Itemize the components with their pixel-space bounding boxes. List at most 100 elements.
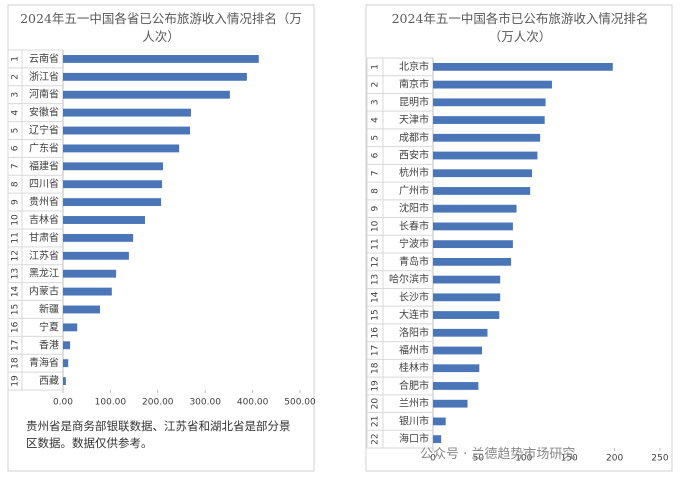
y-tick-label: 西藏 bbox=[39, 375, 59, 387]
bar bbox=[63, 359, 69, 368]
x-tick-label: 0.00 bbox=[53, 398, 73, 408]
rank-label: 8 bbox=[371, 188, 381, 194]
rank-label: 17 bbox=[11, 340, 21, 351]
rank-label: 4 bbox=[371, 117, 381, 123]
bar bbox=[63, 269, 117, 278]
rank-label: 1 bbox=[11, 56, 21, 62]
y-tick-label: 河南省 bbox=[29, 88, 59, 101]
bar bbox=[63, 377, 66, 385]
bar bbox=[63, 55, 259, 63]
y-tick-label: 北京市 bbox=[399, 60, 429, 73]
bar bbox=[433, 346, 483, 355]
bar bbox=[63, 341, 71, 350]
rank-label: 17 bbox=[371, 345, 381, 356]
x-tick-label: 300.00 bbox=[189, 398, 221, 408]
bar bbox=[433, 151, 538, 160]
rank-label: 11 bbox=[11, 232, 21, 243]
bar bbox=[433, 133, 541, 142]
bar bbox=[433, 275, 501, 284]
y-tick-label: 新疆 bbox=[39, 302, 59, 315]
bar bbox=[63, 216, 146, 224]
chart-title: 2024年五一中国各市已公布旅游收入情况排名（万人次） bbox=[391, 11, 649, 44]
chart-title: 2024年五一中国各省已公布旅游收入情况排名（万人次） bbox=[20, 11, 302, 44]
y-tick-label: 江苏省 bbox=[29, 249, 59, 262]
bar bbox=[433, 435, 442, 444]
rank-label: 10 bbox=[11, 214, 21, 226]
y-tick-label: 昆明市 bbox=[399, 95, 429, 108]
bar bbox=[433, 187, 531, 195]
bar bbox=[433, 62, 613, 71]
bar bbox=[433, 222, 513, 231]
rank-label: 14 bbox=[11, 286, 21, 298]
rank-label: 9 bbox=[11, 199, 21, 205]
rank-label: 5 bbox=[371, 135, 381, 141]
bar bbox=[63, 198, 162, 207]
x-tick-label: 100 bbox=[515, 454, 532, 464]
bar bbox=[63, 162, 164, 171]
rank-label: 18 bbox=[11, 357, 21, 369]
bar bbox=[63, 90, 230, 99]
rank-label: 6 bbox=[371, 152, 381, 158]
y-tick-label: 杭州市 bbox=[399, 166, 429, 179]
panel bbox=[365, 4, 673, 472]
rank-label: 3 bbox=[11, 92, 21, 98]
y-tick-label: 四川省 bbox=[29, 177, 59, 190]
rank-label: 16 bbox=[371, 327, 381, 339]
bar bbox=[63, 72, 247, 81]
y-tick-label: 云南省 bbox=[29, 52, 59, 65]
bar bbox=[433, 98, 546, 107]
bar bbox=[63, 233, 134, 242]
y-tick-label: 合肥市 bbox=[399, 379, 429, 392]
rank-label: 6 bbox=[11, 145, 21, 151]
x-tick-label: 150 bbox=[561, 454, 578, 464]
bar bbox=[433, 399, 468, 408]
y-tick-label: 长春市 bbox=[399, 219, 429, 232]
y-tick-label: 海口市 bbox=[399, 432, 429, 445]
bar bbox=[433, 169, 532, 178]
rank-label: 13 bbox=[11, 268, 21, 279]
x-tick-label: 50 bbox=[473, 454, 485, 464]
bar bbox=[63, 287, 112, 296]
y-tick-label: 兰州市 bbox=[399, 397, 429, 410]
rank-label: 8 bbox=[11, 181, 21, 187]
rank-label: 15 bbox=[371, 309, 381, 320]
bar bbox=[433, 328, 488, 337]
bar bbox=[63, 305, 100, 314]
y-tick-label: 贵州省 bbox=[29, 195, 59, 208]
y-tick-label: 香港 bbox=[39, 339, 59, 351]
y-tick-label: 内蒙古 bbox=[29, 285, 59, 298]
rank-label: 14 bbox=[371, 291, 381, 303]
rank-label: 12 bbox=[11, 250, 21, 261]
rank-label: 5 bbox=[11, 128, 21, 134]
y-tick-label: 长沙市 bbox=[399, 290, 429, 303]
bar bbox=[433, 257, 512, 266]
rank-label: 7 bbox=[11, 163, 21, 169]
rank-label: 13 bbox=[371, 274, 381, 285]
y-tick-label: 浙江省 bbox=[29, 70, 59, 83]
rank-label: 16 bbox=[11, 321, 21, 333]
rank-label: 4 bbox=[11, 109, 21, 115]
y-tick-label: 成都市 bbox=[399, 131, 429, 144]
y-tick-label: 福建省 bbox=[29, 159, 59, 172]
y-tick-label: 吉林省 bbox=[29, 213, 59, 226]
bar bbox=[63, 108, 191, 117]
y-tick-label: 银川市 bbox=[399, 414, 429, 427]
y-tick-label: 广东省 bbox=[29, 141, 59, 154]
bar bbox=[433, 293, 501, 302]
rank-label: 19 bbox=[11, 375, 21, 387]
x-tick-label: 0 bbox=[430, 454, 436, 464]
bar bbox=[433, 116, 545, 124]
note: 贵州省是商务部银联数据、江苏省和湖北省是部分景区数据。数据仅供参考。 bbox=[26, 419, 291, 450]
y-tick-label: 哈尔滨市 bbox=[389, 273, 429, 286]
y-tick-label: 桂林市 bbox=[399, 361, 429, 374]
bar bbox=[433, 204, 517, 213]
y-tick-label: 青海省 bbox=[29, 356, 59, 369]
bar bbox=[63, 323, 78, 332]
y-tick-label: 广州市 bbox=[399, 184, 429, 197]
rank-label: 2 bbox=[371, 82, 381, 88]
rank-label: 1 bbox=[371, 64, 381, 70]
watermark: 公众号 · 兰德趋势市场研究 bbox=[420, 447, 576, 462]
bar bbox=[63, 180, 163, 189]
rank-label: 11 bbox=[371, 238, 381, 249]
